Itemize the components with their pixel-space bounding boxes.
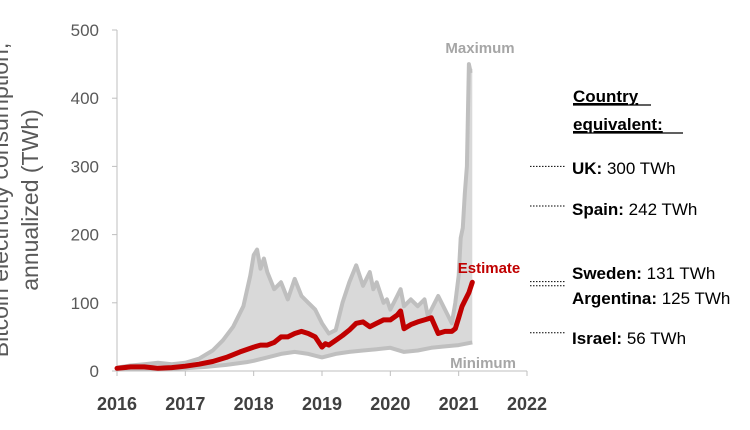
reference-value: 56 TWh [622, 329, 686, 348]
min-max-band [117, 64, 473, 369]
reference-country: Spain: [572, 200, 624, 219]
axes [112, 29, 528, 376]
reference-label: Israel: 56 TWh [572, 329, 686, 348]
estimate-label: Estimate [458, 260, 521, 277]
x-tick-label: 2017 [165, 394, 205, 414]
y-tick-label: 0 [90, 362, 99, 381]
x-tick-label: 2019 [302, 394, 342, 414]
y-tick-label: 500 [71, 21, 99, 40]
tick-labels: 0 100 200 300 400 500 2016 2017 2018 2019 2020 2021… [71, 21, 547, 414]
maximum-label: Maximum [445, 40, 514, 57]
minimum-label: Minimum [450, 355, 516, 372]
y-tick-label: 400 [71, 89, 99, 108]
reference-label: Spain: 242 TWh [572, 200, 697, 219]
y-tick-label: 100 [71, 294, 99, 313]
maximum-line [116, 62, 473, 370]
x-tick-label: 2018 [234, 394, 274, 414]
band-area [117, 64, 473, 369]
country-equivalent-title: equivalent: [573, 115, 663, 134]
y-tick-label: 200 [71, 226, 99, 245]
country-equivalent-title: Country [573, 87, 639, 106]
reference-country: Israel: [572, 329, 622, 348]
y-axis-label: Bitcoin electricity consumption, annualiz… [0, 43, 43, 357]
series-lines [114, 62, 475, 371]
y-tick-label: 300 [71, 157, 99, 176]
minimum-line [117, 340, 473, 371]
estimate-line [114, 279, 475, 371]
y-axis-label-line: annualized (TWh) [17, 109, 43, 291]
x-tick-label: 2022 [507, 394, 547, 414]
reference-value: 125 TWh [657, 289, 730, 308]
reference-label: Sweden: 131 TWh [572, 264, 715, 283]
reference-value: 242 TWh [624, 200, 697, 219]
x-tick-label: 2016 [97, 394, 137, 414]
reference-value: 300 TWh [602, 159, 675, 178]
x-tick-label: 2020 [370, 394, 410, 414]
x-tick-label: 2021 [439, 394, 479, 414]
series-labels: Maximum Estimate Minimum [445, 40, 520, 372]
reference-country: UK: [572, 159, 602, 178]
reference-label: Argentina: 125 TWh [572, 289, 730, 308]
reference-country: Sweden: [572, 264, 642, 283]
y-axis-label-line: Bitcoin electricity consumption, [0, 43, 13, 357]
reference-label: UK: 300 TWh [572, 159, 676, 178]
country-reference-markers: Country equivalent: UK: 300 TWh Spain: 242 … [530, 87, 730, 348]
reference-country: Argentina: [572, 289, 657, 308]
reference-value: 131 TWh [642, 264, 715, 283]
